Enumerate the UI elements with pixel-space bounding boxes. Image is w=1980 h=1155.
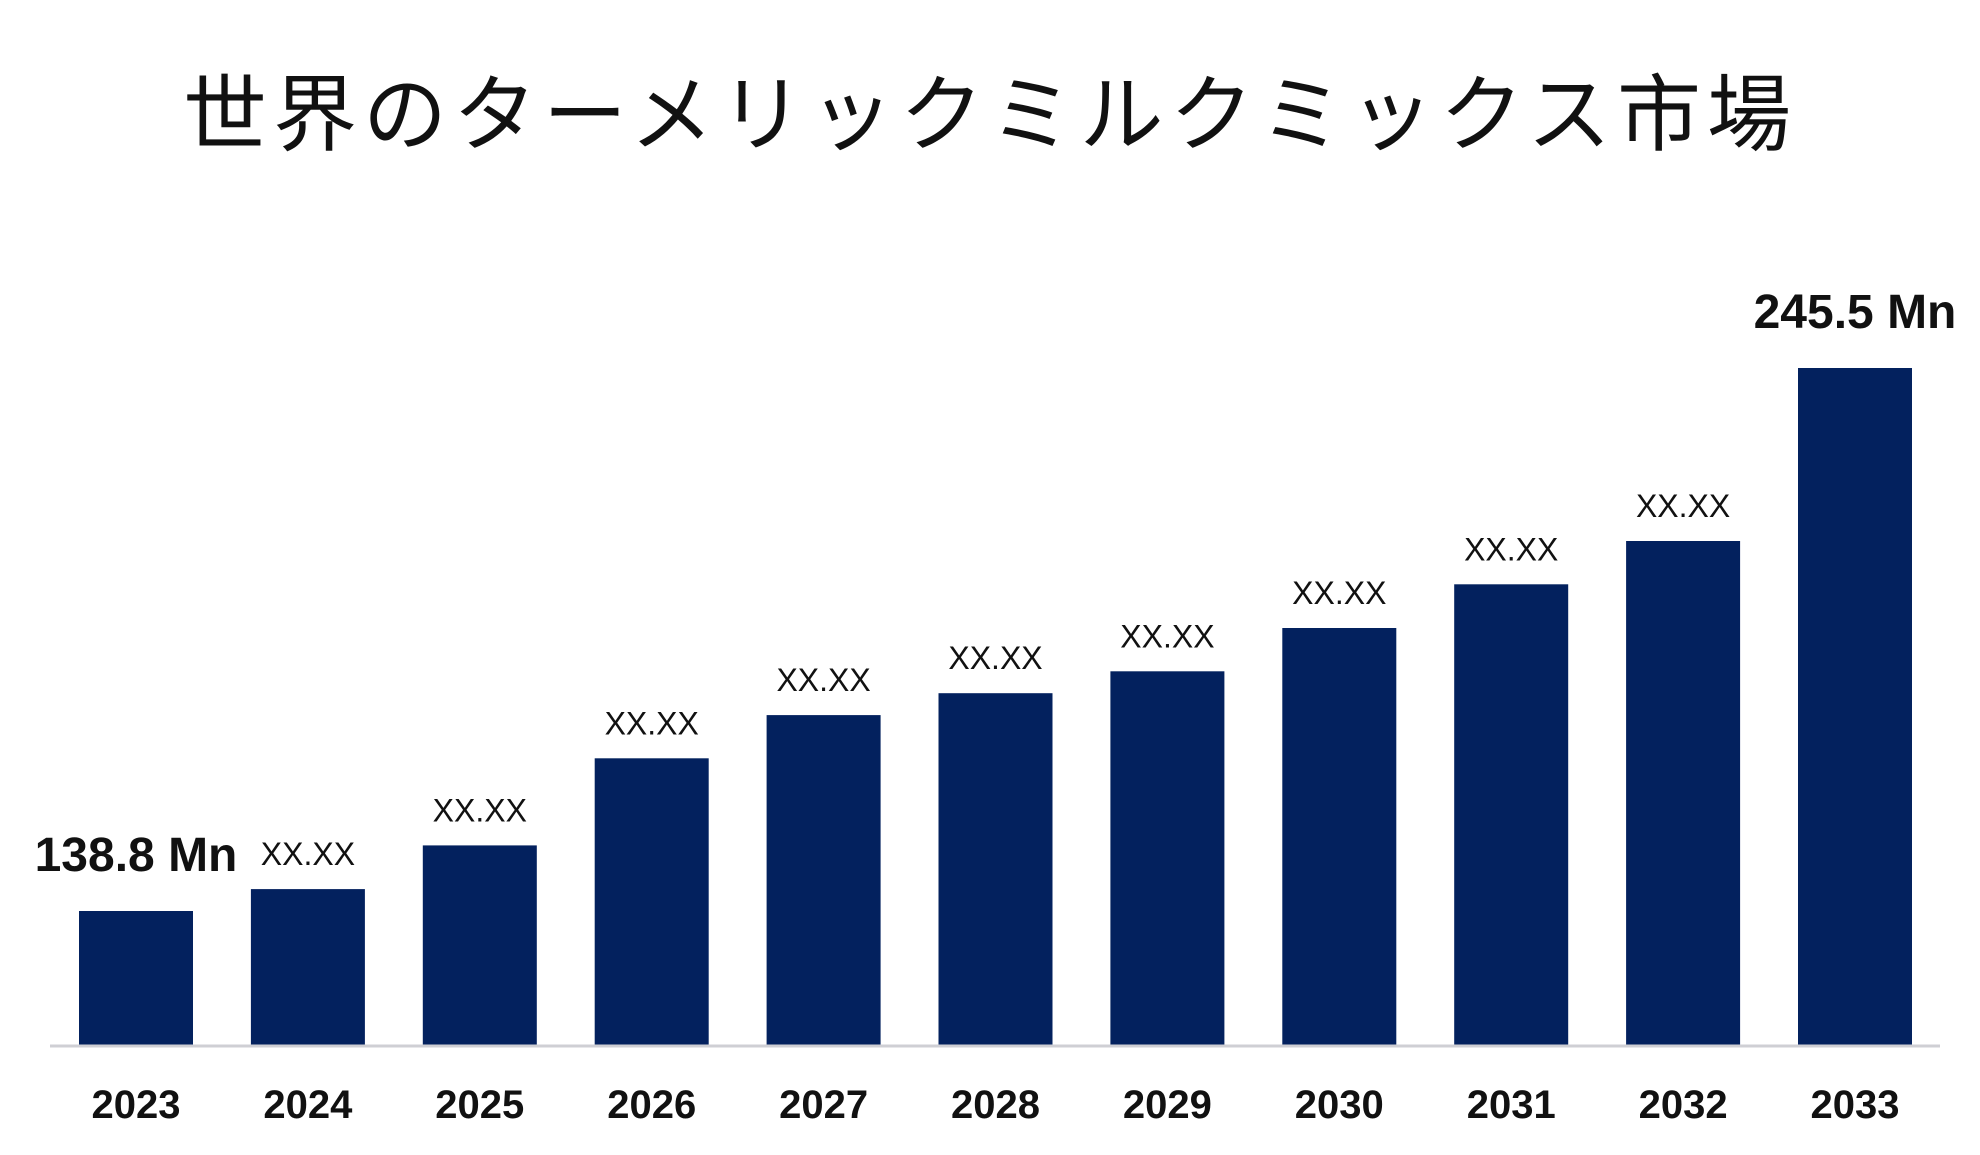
x-tick-label-2027: 2027 (779, 1083, 868, 1127)
data-label-2026: XX.XX (605, 705, 699, 741)
x-tick-label-2033: 2033 (1811, 1083, 1900, 1127)
x-tick-label-2026: 2026 (607, 1083, 696, 1127)
bar-2032 (1626, 541, 1741, 1045)
data-label-2028: XX.XX (948, 640, 1042, 676)
bar-2029 (1110, 671, 1225, 1045)
bar-2026 (594, 758, 709, 1045)
x-tick-label-2025: 2025 (435, 1083, 524, 1127)
x-tick-labels-group: 2023 2024 2025 2026 2027 2028 2029 2030 2031 2032… (92, 1083, 1900, 1127)
bars-group (79, 368, 1912, 1045)
x-tick-label-2023: 2023 (92, 1083, 181, 1127)
bar-2028 (938, 693, 1053, 1045)
data-label-2033: 245.5 Mn (1754, 286, 1957, 339)
bar-2023 (79, 911, 193, 1045)
bar-2030 (1282, 628, 1397, 1045)
bar-2033 (1798, 368, 1912, 1045)
chart-title: 世界のターメリックミルクミックス市場 (182, 66, 1798, 164)
bar-2025 (422, 845, 537, 1045)
data-label-2030: XX.XX (1292, 575, 1386, 611)
x-tick-label-2031: 2031 (1467, 1083, 1556, 1127)
x-tick-label-2029: 2029 (1123, 1083, 1212, 1127)
data-label-2027: XX.XX (776, 662, 870, 698)
data-label-2024: XX.XX (261, 836, 355, 872)
data-label-2031: XX.XX (1464, 531, 1558, 567)
data-label-2032: XX.XX (1636, 488, 1730, 524)
data-labels-group: 138.8 Mn XX.XX XX.XX XX.XX XX.XX XX.XX XX.XX XX… (35, 286, 1957, 882)
x-tick-label-2028: 2028 (951, 1083, 1040, 1127)
x-tick-label-2030: 2030 (1295, 1083, 1384, 1127)
x-tick-label-2032: 2032 (1639, 1083, 1728, 1127)
bar-2027 (766, 715, 881, 1045)
data-label-2023: 138.8 Mn (35, 829, 238, 882)
bar-2024 (250, 889, 365, 1045)
bar-2031 (1454, 584, 1569, 1045)
x-tick-label-2024: 2024 (263, 1083, 353, 1127)
data-label-2025: XX.XX (433, 792, 527, 828)
data-label-2029: XX.XX (1120, 618, 1214, 654)
